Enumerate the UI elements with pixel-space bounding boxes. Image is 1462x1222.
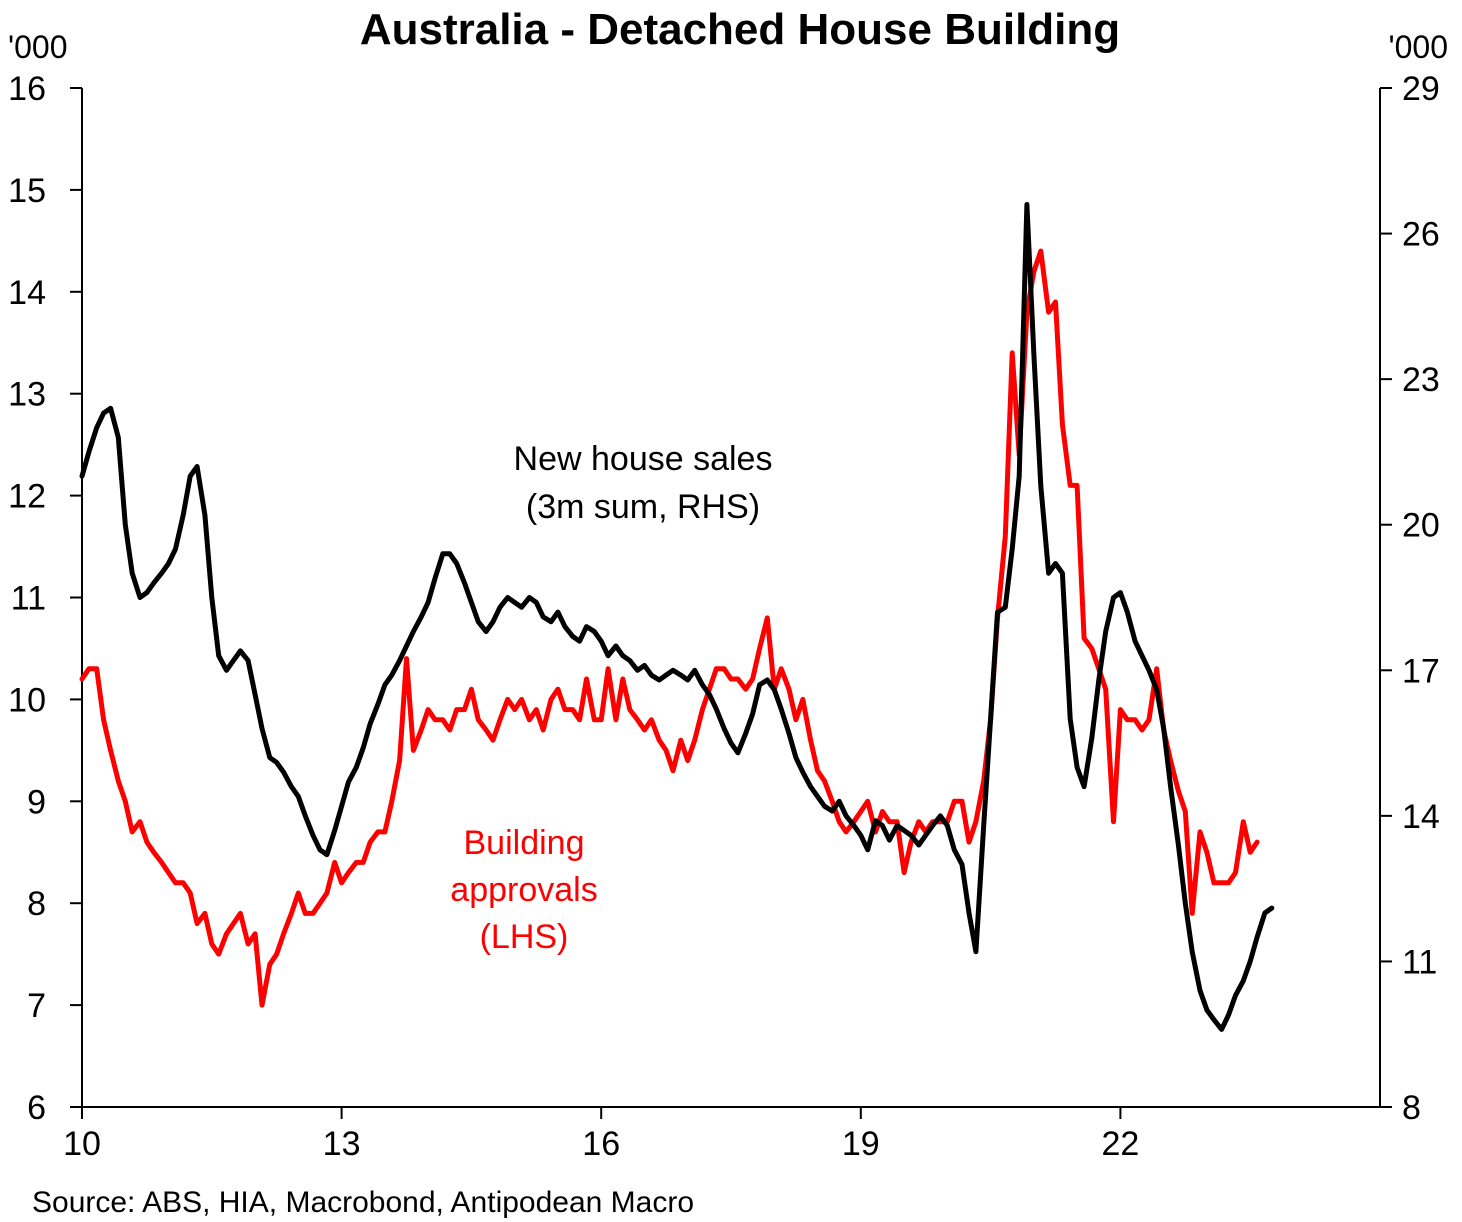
- chart-title: Australia - Detached House Building: [360, 5, 1120, 54]
- left-axis-ticks: 6 7 8 9 10 11 12 13 14 15 16: [8, 70, 82, 1127]
- left-tick-label: 7: [27, 987, 46, 1025]
- left-tick-label: 12: [8, 478, 46, 516]
- x-tick-label: 22: [1101, 1125, 1139, 1163]
- left-tick-label: 6: [27, 1089, 46, 1127]
- source-note: Source: ABS, HIA, Macrobond, Antipodean …: [32, 1186, 694, 1219]
- building-approvals-line: [79, 248, 1260, 1008]
- approvals-annotation-line3: (LHS): [480, 918, 569, 956]
- x-tick-label: 16: [582, 1125, 620, 1163]
- left-tick-label: 9: [27, 783, 46, 821]
- x-axis-ticks: 10 13 16 19 22: [63, 1107, 1139, 1163]
- left-tick-label: 8: [27, 885, 46, 923]
- right-tick-label: 23: [1402, 361, 1440, 399]
- right-tick-label: 14: [1402, 798, 1440, 836]
- left-tick-label: 16: [8, 70, 46, 108]
- right-axis-ticks: 8 11 14 17 20 23 26 29: [1380, 70, 1440, 1127]
- x-tick-label: 10: [63, 1125, 101, 1163]
- sales-annotation-line1: New house sales: [514, 440, 773, 478]
- left-tick-label: 10: [8, 681, 46, 719]
- left-tick-label: 11: [11, 580, 46, 618]
- right-tick-label: 20: [1402, 507, 1440, 545]
- left-tick-label: 13: [8, 376, 46, 414]
- left-axis-unit: '000: [8, 29, 68, 65]
- right-tick-label: 8: [1402, 1089, 1421, 1127]
- right-tick-label: 26: [1402, 216, 1440, 254]
- approvals-annotation-line2: approvals: [450, 871, 597, 909]
- right-tick-label: 11: [1402, 943, 1437, 981]
- right-tick-label: 17: [1402, 652, 1440, 690]
- plot-lines: [79, 202, 1275, 1032]
- left-tick-label: 14: [8, 274, 46, 312]
- x-tick-label: 19: [842, 1125, 880, 1163]
- sales-annotation-line2: (3m sum, RHS): [526, 488, 760, 526]
- right-tick-label: 29: [1402, 70, 1440, 108]
- x-tick-label: 13: [323, 1125, 361, 1163]
- new-house-sales-line: [79, 202, 1275, 1032]
- approvals-annotation-line1: Building: [464, 824, 585, 862]
- left-tick-label: 15: [8, 172, 46, 210]
- right-axis-unit: '000: [1389, 29, 1449, 65]
